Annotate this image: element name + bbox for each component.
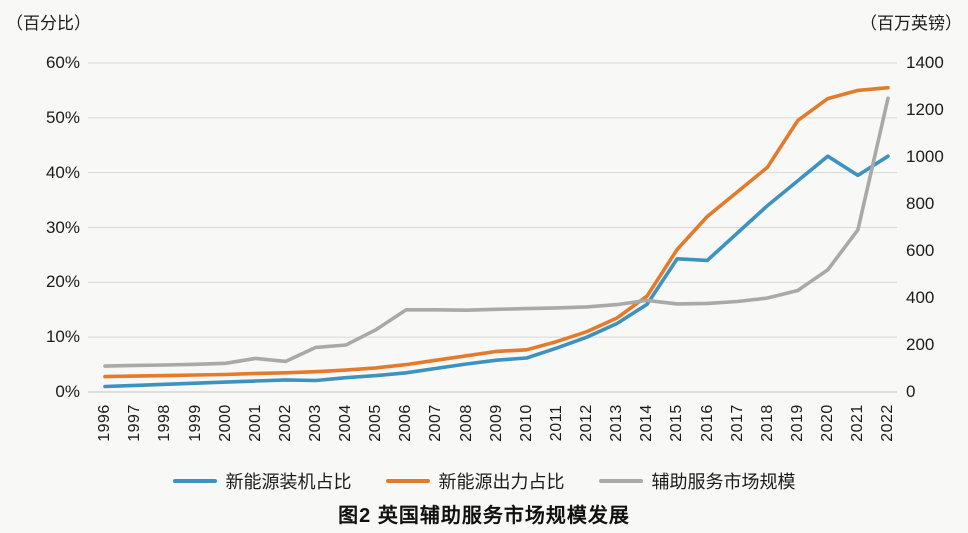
- legend-swatch: [598, 479, 643, 483]
- y-tick-label-right: 400: [906, 288, 935, 307]
- figure-caption: 图2 英国辅助服务市场规模发展: [338, 505, 630, 527]
- y-tick-label-right: 1200: [906, 100, 944, 119]
- y-tick-label-left: 30%: [45, 217, 80, 237]
- legend-swatch: [172, 479, 217, 483]
- series-line: [103, 85, 890, 379]
- plot-area: [88, 62, 897, 393]
- y-tick-label-left: 60%: [45, 53, 80, 72]
- y-tick-label-right: 800: [906, 194, 935, 213]
- series-line: [103, 154, 890, 389]
- left-axis-unit-label: （百分比）: [6, 14, 91, 33]
- series-lines: [103, 85, 890, 389]
- legend-item: 辅助服务市场规模: [598, 468, 796, 494]
- legend: 新能源装机占比 新能源出力占比 辅助服务市场规模: [0, 468, 968, 494]
- legend-label: 新能源出力占比: [438, 472, 565, 492]
- legend-swatch: [385, 479, 430, 483]
- legend-item: 新能源装机占比: [172, 468, 352, 494]
- y-tick-label-right: 1000: [906, 147, 944, 166]
- series-line: [103, 96, 890, 368]
- y-tick-label-left: 50%: [45, 107, 80, 127]
- y-tick-label-left: 20%: [45, 272, 80, 292]
- y-tick-label-left: 40%: [45, 162, 80, 182]
- gridlines: [88, 62, 897, 393]
- legend-label: 辅助服务市场规模: [651, 472, 796, 492]
- y-tick-label-right: 200: [906, 335, 935, 354]
- legend-label: 新能源装机占比: [225, 472, 352, 492]
- right-axis-unit-label: （百万英镑）: [860, 14, 962, 33]
- y-tick-label-left: 0%: [55, 382, 80, 401]
- y-tick-label-right: 1400: [906, 53, 944, 72]
- legend-item: 新能源出力占比: [385, 468, 565, 494]
- y-tick-label-right: 0: [906, 382, 916, 401]
- y-tick-label-right: 600: [906, 241, 935, 260]
- y-tick-label-left: 10%: [45, 327, 80, 347]
